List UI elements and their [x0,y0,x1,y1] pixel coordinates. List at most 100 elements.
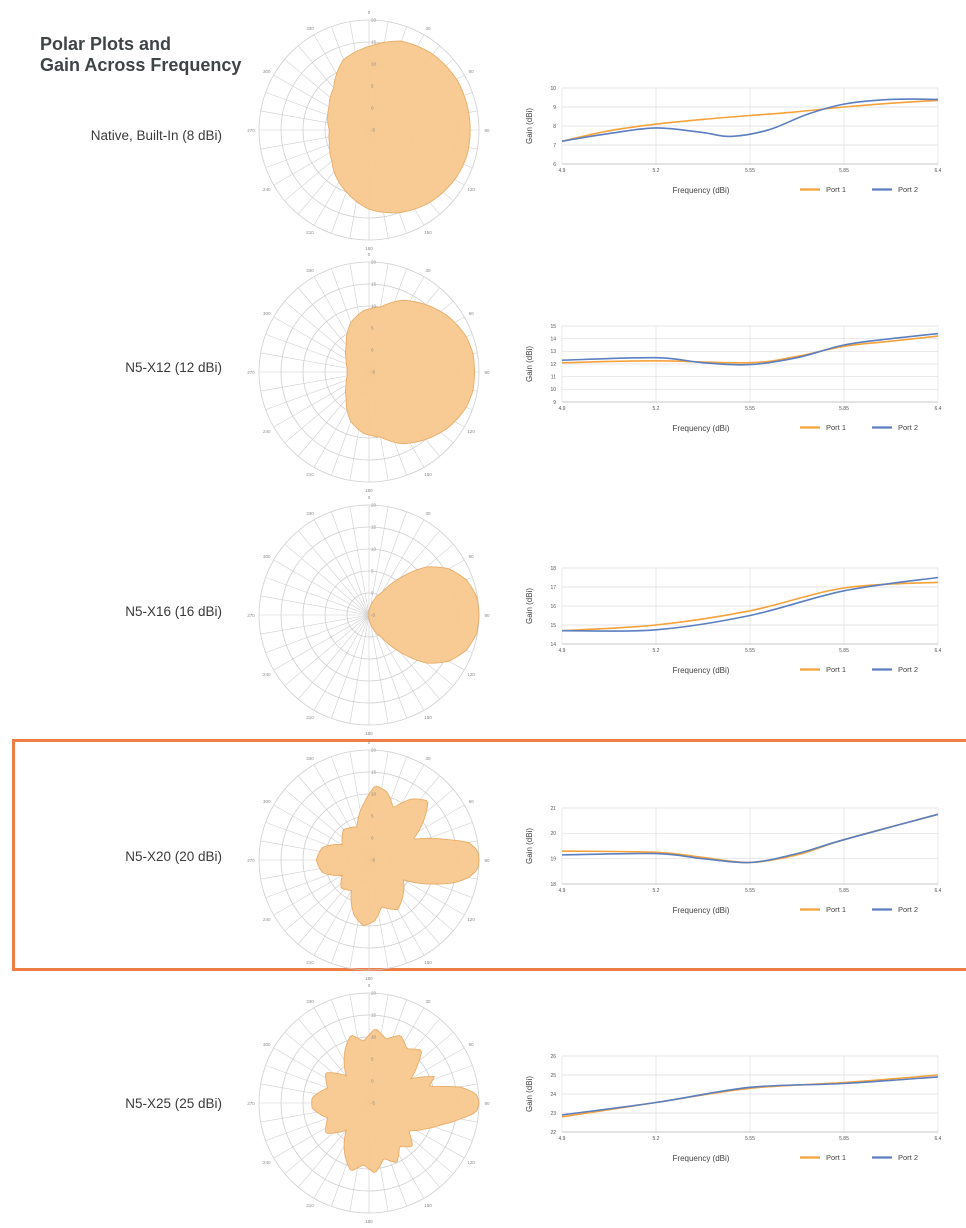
polar-plot: 0 30 60 90 120 150 180 210 240 270 300 330 -5 0 5 10 15 2… [247,252,490,493]
gain-y-tick: 17 [550,585,556,591]
polar-radial-label: 0 [371,836,374,841]
polar-radial-label: 5 [371,84,374,89]
polar-angle-label: 0 [368,740,371,745]
gain-chart: 18 19 20 21 4.9 5.2 5.55 5.85 6.4 Gain (dBi) Frequ… [525,806,942,915]
polar-angle-label: 30 [425,756,431,761]
gain-legend: Port 1 Port 2 [800,423,918,432]
legend-label: Port 2 [898,665,918,674]
polar-angle-label: 90 [484,613,490,618]
gain-y-tick: 24 [550,1092,556,1098]
polar-angle-label: 210 [306,1203,314,1208]
polar-angle-label: 330 [306,26,314,31]
polar-radial-label: 20 [371,991,377,996]
polar-angle-label: 300 [263,69,271,74]
polar-radial-label: 20 [371,748,377,753]
gain-y-tick: 14 [550,336,556,342]
gain-x-tick: 4.9 [559,168,566,174]
polar-angle-label: 30 [425,999,431,1004]
polar-angle-label: 0 [368,495,371,500]
gain-chart: 9 10 11 12 13 14 15 4.9 5.2 5.55 5.85 6.4 Gain (dBi)… [525,324,942,433]
gain-y-label: Gain (dBi) [525,588,534,624]
polar-radial-label: -5 [371,613,375,618]
polar-angle-label: 270 [247,858,255,863]
polar-angle-label: 120 [467,187,475,192]
polar-grid-spoke [284,614,370,686]
polar-radial-label: 10 [371,62,377,67]
polar-grid-spoke [265,614,370,653]
polar-angle-label: 240 [263,917,271,922]
polar-grid-spoke [331,511,370,616]
polar-angle-label: 150 [424,230,432,235]
gain-x-tick: 6.4 [935,648,942,654]
gain-x-tick: 5.2 [653,1136,660,1142]
legend-label: Port 1 [826,905,846,914]
gain-x-label: Frequency (dBi) [673,1154,730,1163]
gain-y-tick: 18 [550,882,556,888]
antenna-model-label: N5-X25 (25 dBi) [125,1096,222,1111]
gain-legend: Port 1 Port 2 [800,185,918,194]
gain-x-tick: 6.4 [935,1136,942,1142]
heading-line-1: Polar Plots and [40,34,172,54]
polar-radial-label: 0 [371,106,374,111]
gain-series-2-line [561,1076,939,1116]
polar-angle-label: 150 [424,960,432,965]
gain-y-tick: 9 [553,105,556,111]
gain-x-tick: 5.2 [653,168,660,174]
polar-radial-label: 10 [371,1035,377,1040]
polar-angle-label: 300 [263,799,271,804]
polar-radial-label: 0 [371,1079,374,1084]
polar-grid-spoke [368,506,389,616]
antenna-model-label: Native, Built-In (8 dBi) [90,128,222,143]
polar-angle-label: 120 [467,1160,475,1165]
polar-angle-label: 270 [247,613,255,618]
polar-radial-label: 0 [371,591,374,596]
polar-angle-label: 30 [425,511,431,516]
polar-angle-label: 210 [306,960,314,965]
polar-angle-label: 180 [365,488,373,493]
polar-angle-label: 240 [263,187,271,192]
gain-x-tick: 5.55 [745,1136,755,1142]
polar-radial-label: 5 [371,569,374,574]
gain-y-tick: 22 [550,1130,556,1136]
polar-angle-label: 330 [306,756,314,761]
gain-grid [561,807,939,885]
gain-x-tick: 5.55 [745,888,755,894]
polar-angle-label: 0 [368,10,371,15]
polar-grid-spoke [298,614,370,700]
gain-y-tick: 26 [550,1054,556,1060]
polar-angle-label: 120 [467,672,475,677]
gain-x-label: Frequency (dBi) [673,906,730,915]
gain-x-tick: 4.9 [559,1136,566,1142]
gain-x-tick: 5.55 [745,168,755,174]
gain-x-label: Frequency (dBi) [673,666,730,675]
antenna-model-label: N5-X16 (16 dBi) [125,604,222,619]
polar-angle-label: 300 [263,311,271,316]
polar-lobe [327,40,471,214]
antenna-model-label: N5-X20 (20 dBi) [125,849,222,864]
gain-x-tick: 6.4 [935,406,942,412]
gain-series-1-line [561,99,939,142]
gain-x-tick: 5.2 [653,888,660,894]
gain-grid [561,567,939,645]
polar-angle-label: 30 [425,268,431,273]
polar-grid-spoke [349,614,370,724]
gain-legend: Port 1 Port 2 [800,665,918,674]
polar-angle-label: 300 [263,554,271,559]
legend-label: Port 2 [898,1153,918,1162]
polar-angle-label: 30 [425,26,431,31]
polar-angle-label: 300 [263,1042,271,1047]
gain-y-tick: 11 [551,374,556,380]
polar-radial-label: 15 [371,1013,377,1018]
gain-x-label: Frequency (dBi) [673,186,730,195]
polar-radial-label: 20 [371,503,377,508]
polar-radial-label: 10 [371,304,377,309]
gain-y-label: Gain (dBi) [525,828,534,864]
gain-y-tick: 13 [550,349,556,355]
polar-grid-spoke [273,614,370,671]
polar-plot: 0 30 60 90 120 150 180 210 240 270 300 330 -5 0 5 10 15 2… [247,10,490,251]
polar-angle-label: 120 [467,429,475,434]
polar-angle-label: 90 [484,128,490,133]
polar-plot: 0 30 60 90 120 150 180 210 240 270 300 330 -5 0 5 10 15 2… [247,740,490,981]
gain-x-tick: 5.85 [839,648,849,654]
polar-angle-label: 240 [263,672,271,677]
